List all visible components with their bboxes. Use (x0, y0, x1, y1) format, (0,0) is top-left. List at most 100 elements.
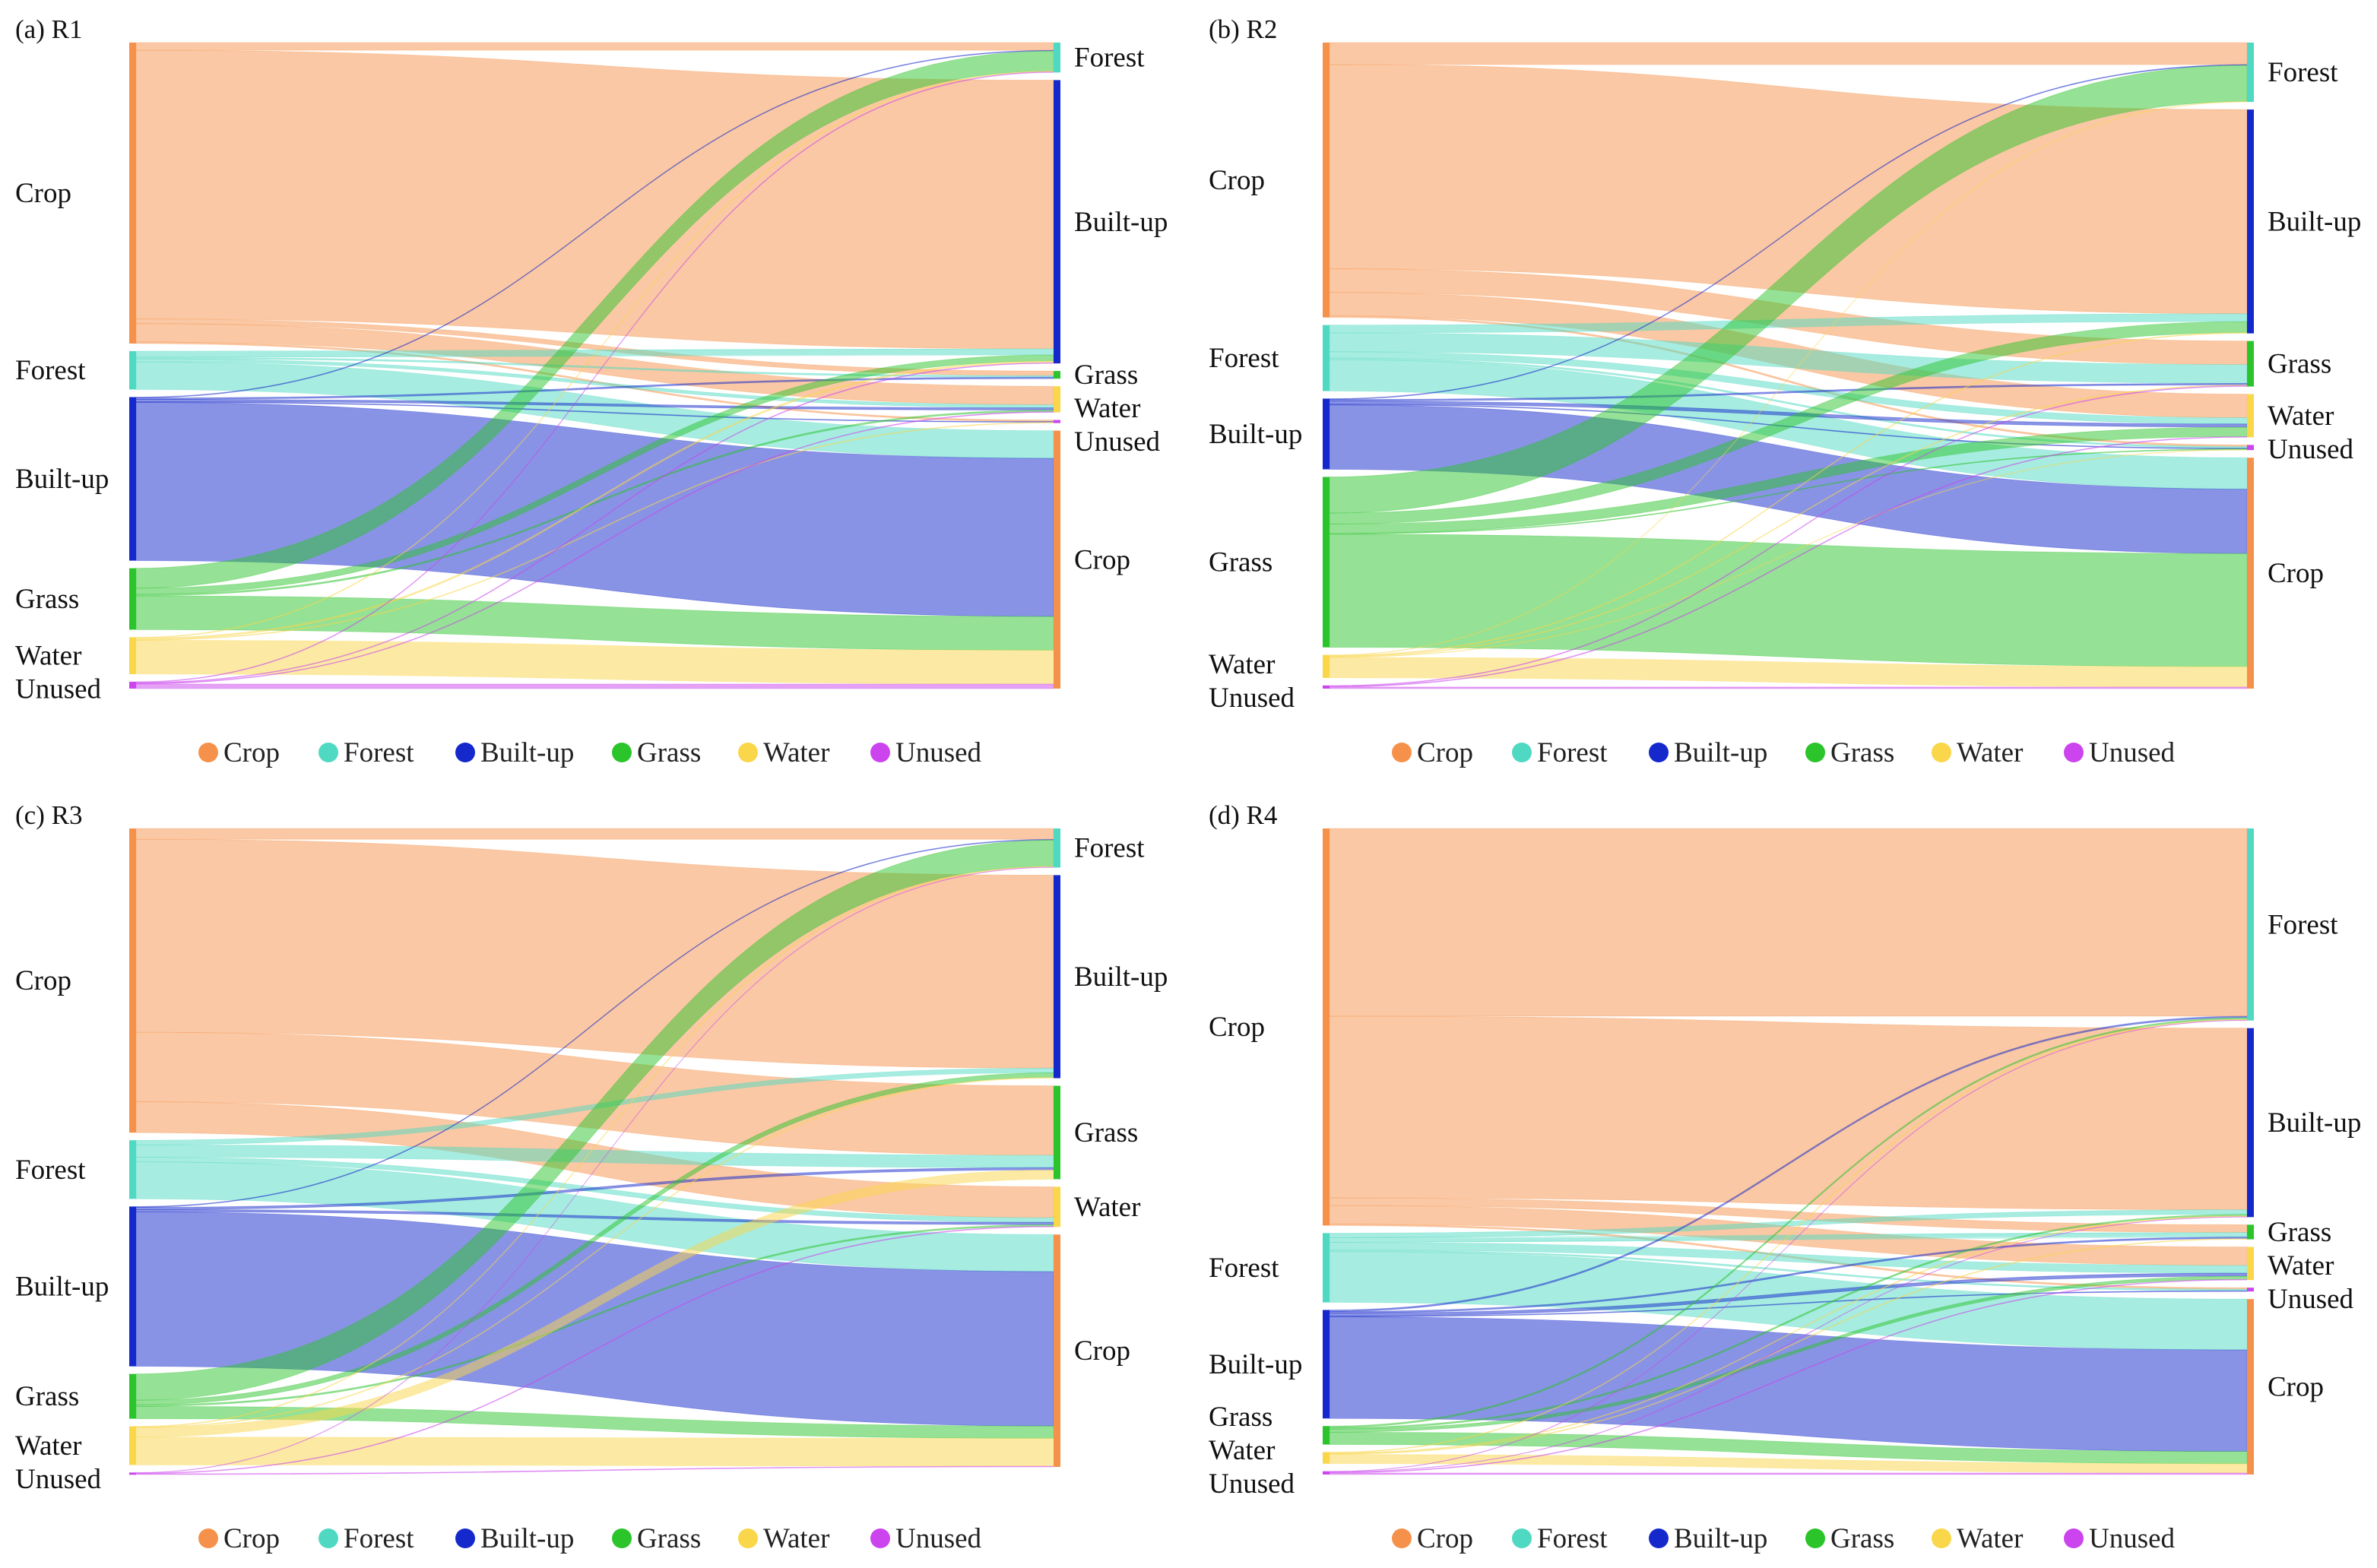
link-unused-to-water[interactable] (135, 411, 1054, 685)
legend-item-crop[interactable]: Crop (198, 1523, 280, 1554)
right-node-water[interactable] (1054, 1186, 1060, 1227)
right-node-forest[interactable] (1054, 828, 1060, 868)
left-node-label: Forest (15, 1155, 86, 1186)
left-node-built-up[interactable] (1323, 398, 1330, 470)
legend-item-built-up[interactable]: Built-up (455, 737, 574, 768)
legend-item-water[interactable]: Water (738, 1523, 829, 1554)
link-crop-to-built-up[interactable] (1329, 1015, 2248, 1211)
link-unused-to-forest[interactable] (1329, 1019, 2248, 1472)
legend-item-water[interactable]: Water (1932, 737, 2023, 768)
legend-item-grass[interactable]: Grass (1805, 737, 1894, 768)
right-node-crop[interactable] (1054, 1234, 1060, 1467)
right-node-crop[interactable] (2247, 458, 2254, 689)
left-node-unused[interactable] (129, 1472, 136, 1475)
legend-item-grass[interactable]: Grass (612, 737, 701, 768)
left-node-crop[interactable] (1323, 828, 1330, 1226)
right-node-built-up[interactable] (1054, 875, 1060, 1079)
legend-item-forest[interactable]: Forest (1512, 737, 1608, 768)
right-node-grass[interactable] (2247, 341, 2254, 387)
left-node-crop[interactable] (1323, 43, 1330, 318)
link-unused-to-crop[interactable] (135, 1465, 1054, 1475)
right-node-water[interactable] (2247, 394, 2254, 438)
link-crop-to-built-up[interactable] (135, 49, 1054, 350)
left-node-unused[interactable] (1323, 685, 1330, 689)
left-node-grass[interactable] (1323, 477, 1330, 648)
left-node-built-up[interactable] (129, 397, 136, 561)
right-node-water[interactable] (1054, 386, 1060, 413)
left-node-crop[interactable] (129, 828, 136, 1133)
right-node-grass[interactable] (2247, 1224, 2254, 1240)
left-node-grass[interactable] (1323, 1426, 1330, 1445)
right-node-grass[interactable] (1054, 371, 1060, 379)
left-node-grass[interactable] (129, 1373, 136, 1419)
link-unused-to-forest[interactable] (135, 866, 1054, 1474)
legend-item-grass[interactable]: Grass (1805, 1523, 1894, 1554)
left-node-crop[interactable] (129, 43, 136, 344)
left-node-forest[interactable] (1323, 1233, 1330, 1303)
legend-item-built-up[interactable]: Built-up (455, 1523, 574, 1554)
left-node-forest[interactable] (129, 1140, 136, 1199)
legend-item-grass[interactable]: Grass (612, 1523, 701, 1554)
left-node-label: Grass (15, 1381, 79, 1412)
left-node-built-up[interactable] (1323, 1310, 1330, 1419)
legend-item-built-up[interactable]: Built-up (1649, 1523, 1767, 1554)
right-node-crop[interactable] (1054, 430, 1060, 689)
legend-item-forest[interactable]: Forest (1512, 1523, 1608, 1554)
link-forest-to-built-up[interactable] (135, 348, 1054, 358)
right-node-crop[interactable] (2247, 1299, 2254, 1475)
right-node-built-up[interactable] (1054, 80, 1060, 364)
right-node-built-up[interactable] (2247, 1028, 2254, 1218)
right-node-built-up[interactable] (2247, 109, 2254, 334)
left-node-built-up[interactable] (129, 1206, 136, 1367)
link-unused-to-crop[interactable] (1329, 1472, 2248, 1475)
legend-item-crop[interactable]: Crop (1392, 1523, 1473, 1554)
left-node-water[interactable] (129, 1426, 136, 1465)
legend-item-forest[interactable]: Forest (319, 1523, 414, 1554)
legend-item-forest[interactable]: Forest (319, 737, 414, 768)
link-unused-to-crop[interactable] (1329, 686, 2248, 689)
left-node-grass[interactable] (129, 568, 136, 630)
left-node-forest[interactable] (1323, 325, 1330, 391)
right-node-forest[interactable] (2247, 43, 2254, 103)
left-node-unused[interactable] (129, 681, 136, 689)
legend-item-unused[interactable]: Unused (2064, 1523, 2176, 1554)
left-node-water[interactable] (1323, 654, 1330, 678)
legend: Crop Forest Built-up Grass Water Unused (198, 1523, 982, 1554)
left-node-unused[interactable] (1323, 1471, 1330, 1475)
legend-item-unused[interactable]: Unused (2064, 737, 2176, 768)
link-crop-to-forest[interactable] (1329, 42, 2248, 65)
right-node-unused[interactable] (1054, 420, 1060, 423)
right-node-forest[interactable] (1054, 43, 1060, 73)
legend-item-water[interactable]: Water (738, 737, 829, 768)
link-unused-to-water[interactable] (1329, 436, 2248, 688)
right-node-forest[interactable] (2247, 828, 2254, 1021)
link-crop-to-forest[interactable] (1329, 828, 2248, 1017)
panel-title: (d) R4 (1209, 800, 1277, 830)
left-node-water[interactable] (129, 637, 136, 674)
left-node-water[interactable] (1323, 1452, 1330, 1464)
legend-item-unused[interactable]: Unused (870, 737, 982, 768)
legend-item-water[interactable]: Water (1932, 1523, 2023, 1554)
legend-item-built-up[interactable]: Built-up (1649, 737, 1767, 768)
link-crop-to-forest[interactable] (135, 42, 1054, 51)
link-unused-to-grass[interactable] (1329, 385, 2248, 687)
link-water-to-built-up[interactable] (1329, 332, 2248, 657)
panel-title: (c) R3 (15, 800, 82, 830)
right-node-grass[interactable] (1054, 1085, 1060, 1180)
legend-label: Water (1957, 737, 2023, 768)
legend-item-crop[interactable]: Crop (1392, 737, 1473, 768)
right-node-unused[interactable] (2247, 445, 2254, 451)
left-node-forest[interactable] (129, 350, 136, 390)
link-crop-to-forest[interactable] (135, 828, 1054, 840)
link-water-to-unused[interactable] (1329, 449, 2248, 658)
legend-dot-icon (612, 1528, 632, 1548)
left-node-label: Built-up (1209, 1349, 1302, 1380)
link-unused-to-crop[interactable] (135, 683, 1054, 689)
right-node-water[interactable] (2247, 1246, 2254, 1281)
legend-item-crop[interactable]: Crop (198, 737, 280, 768)
left-node-label: Water (15, 1430, 81, 1462)
right-node-unused[interactable] (2247, 1288, 2254, 1292)
left-node-label: Built-up (15, 1272, 109, 1303)
legend-label: Crop (223, 1523, 280, 1554)
legend-item-unused[interactable]: Unused (870, 1523, 982, 1554)
